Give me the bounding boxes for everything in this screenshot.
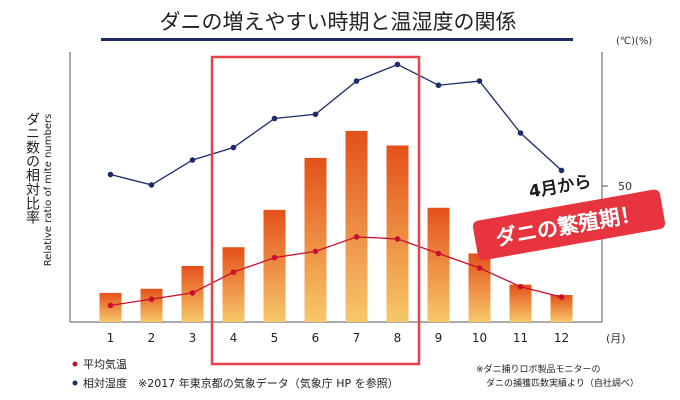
humidity-point-10	[476, 78, 483, 84]
x-tick-8: 8	[394, 331, 402, 345]
humidity-point-7	[353, 78, 360, 84]
x-tick-12: 12	[554, 331, 569, 345]
x-tick-2: 2	[148, 331, 156, 345]
x-tick-5: 5	[271, 331, 279, 345]
legend-temp-marker	[72, 361, 78, 367]
bar-month-8	[386, 145, 409, 322]
callout-banner	[472, 189, 666, 261]
humidity-point-2	[148, 182, 155, 188]
humidity-point-4	[230, 144, 237, 151]
temp-point-6	[312, 248, 319, 255]
right-axis-units: (℃)(%)	[616, 36, 652, 47]
legend-humidity-label: 相対湿度	[83, 376, 127, 390]
x-tick-3: 3	[189, 331, 197, 345]
chart-title: ダニの増えやすい時期と温湿度の関係	[160, 10, 517, 34]
humidity-point-6	[312, 111, 319, 118]
x-tick-4: 4	[230, 331, 238, 345]
x-tick-7: 7	[353, 331, 361, 345]
y-axis-label-ja: ダニ数の相対比率	[24, 112, 40, 224]
temp-point-5	[271, 254, 278, 261]
temp-point-1	[107, 302, 114, 309]
legend-humidity-marker	[72, 380, 78, 386]
right-axis-tick-label: 50	[618, 180, 632, 193]
temp-line	[110, 236, 562, 307]
bar-month-9	[427, 207, 450, 322]
humidity-point-9	[435, 82, 442, 89]
legend: 平均気温 相対湿度 ※2017 年東京都の気象データ（気象庁 HP を参照）	[72, 357, 399, 390]
humidity-point-12	[558, 167, 565, 174]
humidity-point-1	[107, 171, 114, 178]
humidity-point-11	[517, 130, 524, 136]
bar-month-6	[304, 157, 327, 322]
temp-point-11	[517, 283, 524, 290]
y-axis-label-en: Relative ratio of mite numbers	[43, 114, 54, 267]
callout-line1: 4月から	[527, 172, 592, 203]
legend-source-note: ※2017 年東京都の気象データ（気象庁 HP を参照）	[138, 376, 399, 390]
x-tick-9: 9	[435, 331, 443, 345]
bar-month-4	[222, 247, 245, 322]
bar-month-5	[263, 209, 286, 322]
temp-point-3	[189, 290, 196, 296]
temp-point-12	[558, 294, 565, 300]
breeding-season-highlight	[210, 55, 421, 366]
temp-point-10	[476, 265, 483, 271]
legend-temp-label: 平均気温	[83, 357, 127, 371]
temp-point-9	[435, 250, 442, 257]
humidity-point-3	[189, 157, 196, 163]
x-tick-labels: 1 2 3 4 5 6 7 8 9 10 11 12	[107, 331, 569, 345]
humidity-line	[110, 63, 562, 186]
temp-point-4	[230, 269, 237, 275]
line-series	[107, 61, 565, 309]
humidity-point-5	[271, 115, 278, 122]
x-tick-10: 10	[472, 331, 487, 345]
bar-month-7	[345, 130, 368, 322]
temp-point-7	[353, 234, 360, 240]
temp-point-8	[394, 236, 401, 242]
bar-month-2	[140, 288, 163, 322]
x-tick-11: 11	[513, 331, 528, 345]
footnote-line2: ダニの捕獲匹数実績より（自社調べ）	[486, 377, 639, 389]
footnote-line1: ※ダニ捕りロボ製品モニターの	[476, 363, 601, 375]
temp-point-2	[148, 296, 155, 302]
x-axis-unit: (月)	[606, 332, 626, 345]
bar-month-12	[550, 295, 573, 322]
bar-month-11	[509, 284, 532, 322]
title-underline	[101, 38, 573, 41]
x-tick-6: 6	[312, 331, 320, 345]
x-tick-1: 1	[107, 331, 115, 345]
breeding-callout: 4月から ダニの繁殖期！	[472, 172, 666, 261]
bar-month-10	[468, 253, 491, 322]
bar-series	[99, 130, 573, 322]
humidity-point-8	[394, 61, 401, 68]
